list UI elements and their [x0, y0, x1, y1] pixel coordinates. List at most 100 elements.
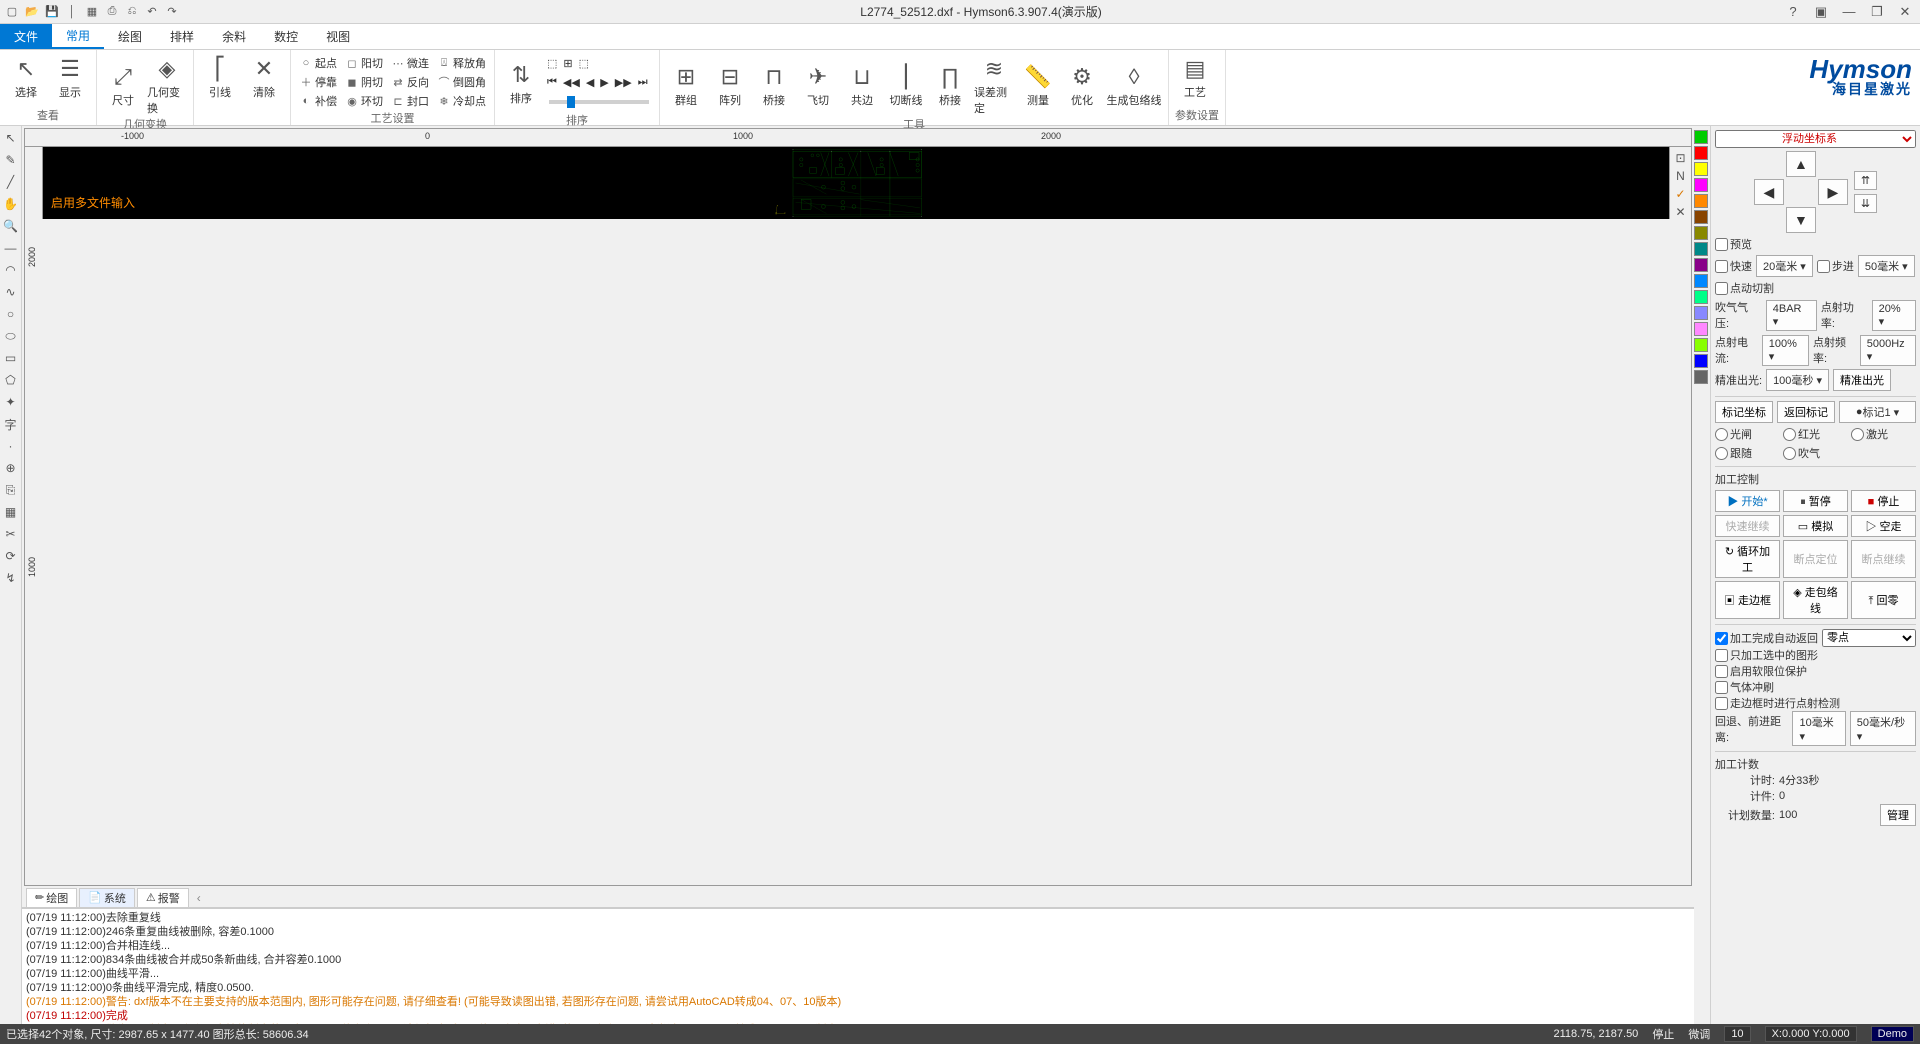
retreat-v2[interactable]: 50毫米/秒 ▾: [1850, 711, 1916, 746]
tool2-icon[interactable]: ⎌: [124, 4, 140, 20]
ellipse-icon[interactable]: ⬭: [3, 328, 19, 344]
node-icon[interactable]: ✎: [3, 152, 19, 168]
text-icon[interactable]: 字: [3, 416, 19, 432]
menu-cnc[interactable]: 数控: [260, 24, 312, 49]
help-icon[interactable]: ?: [1782, 3, 1804, 21]
tech-btn[interactable]: ▤工艺: [1175, 52, 1215, 100]
menu-common[interactable]: 常用: [52, 24, 104, 49]
inner-btn[interactable]: ◼阴切: [343, 73, 385, 91]
polygon-icon[interactable]: ⬠: [3, 372, 19, 388]
snap1-icon[interactable]: ⊡: [1675, 151, 1685, 165]
layer-swatch[interactable]: [1694, 338, 1708, 352]
group-btn[interactable]: ⊞群组: [666, 52, 706, 116]
layer-swatch[interactable]: [1694, 146, 1708, 160]
sort-slider[interactable]: [549, 100, 649, 104]
cursor-icon[interactable]: ↖: [3, 130, 19, 146]
bp2-btn[interactable]: 断点继续: [1851, 540, 1916, 578]
jog-down[interactable]: ▼: [1786, 207, 1816, 233]
bp1-btn[interactable]: 断点定位: [1783, 540, 1848, 578]
rew-icon[interactable]: ◀◀: [561, 73, 582, 91]
layer-swatch[interactable]: [1694, 194, 1708, 208]
menu-draw[interactable]: 绘图: [104, 24, 156, 49]
release-btn[interactable]: ⍍释放角: [435, 54, 488, 72]
sort-button[interactable]: ⇅排序: [501, 52, 541, 112]
r-red[interactable]: [1783, 428, 1796, 441]
layer-swatch[interactable]: [1694, 130, 1708, 144]
comp-btn[interactable]: ◐补偿: [297, 92, 339, 110]
arc-icon[interactable]: ◠: [3, 262, 19, 278]
size-button[interactable]: ⤢尺寸: [103, 52, 143, 116]
layer-swatch[interactable]: [1694, 242, 1708, 256]
layer-swatch[interactable]: [1694, 226, 1708, 240]
display-button[interactable]: ☰显示: [50, 52, 90, 100]
snap3-icon[interactable]: ✓: [1675, 187, 1685, 201]
fast-check[interactable]: [1715, 260, 1728, 273]
cutline-btn[interactable]: ⎮切断线: [886, 52, 926, 116]
fillet-btn[interactable]: ⌒倒圆角: [435, 73, 488, 91]
tool4-icon[interactable]: ↯: [3, 570, 19, 586]
preview-check[interactable]: [1715, 238, 1728, 251]
layer-swatch[interactable]: [1694, 354, 1708, 368]
bridge-btn[interactable]: ⊓桥接: [754, 52, 794, 116]
menu-remnant[interactable]: 余料: [208, 24, 260, 49]
z-down[interactable]: ⇊: [1854, 194, 1877, 213]
freq-val[interactable]: 5000Hz ▾: [1860, 335, 1916, 366]
redo-icon[interactable]: ↷: [164, 4, 180, 20]
maximize-icon[interactable]: ❐: [1866, 3, 1888, 21]
line-icon[interactable]: ╱: [3, 174, 19, 190]
lead-button[interactable]: ⎡引线: [200, 52, 240, 100]
snap2-icon[interactable]: N: [1676, 169, 1685, 183]
coordsys-select[interactable]: 浮动坐标系: [1715, 130, 1916, 148]
layer-swatch[interactable]: [1694, 370, 1708, 384]
undo-icon[interactable]: ↶: [144, 4, 160, 20]
drawing-canvas[interactable]: Y X 启用多文件输入: [43, 147, 1669, 219]
seal-btn[interactable]: ⊏封口: [389, 92, 431, 110]
first-icon[interactable]: ⏮: [545, 73, 559, 91]
tool-icon[interactable]: ⎙: [104, 4, 120, 20]
tab-alarm[interactable]: ⚠ 报警: [137, 888, 189, 908]
chk-gasflush[interactable]: [1715, 681, 1728, 694]
zoom-icon[interactable]: 🔍: [3, 218, 19, 234]
tool1-icon[interactable]: ▦: [3, 504, 19, 520]
rect-icon[interactable]: ▭: [3, 350, 19, 366]
manage-btn[interactable]: 管理: [1880, 804, 1916, 826]
import-icon[interactable]: ⎘: [3, 482, 19, 498]
status-fine-val[interactable]: 10: [1724, 1026, 1750, 1042]
precise-btn[interactable]: 精准出光: [1833, 369, 1891, 391]
chk-autoreturn[interactable]: [1715, 632, 1728, 645]
layer-swatch[interactable]: [1694, 290, 1708, 304]
hline-icon[interactable]: —: [3, 240, 19, 256]
layer-swatch[interactable]: [1694, 322, 1708, 336]
flycut-btn[interactable]: ✈飞切: [798, 52, 838, 116]
layer-swatch[interactable]: [1694, 178, 1708, 192]
snap4-icon[interactable]: ✕: [1675, 205, 1685, 219]
frame-btn[interactable]: ▣ 走边框: [1715, 581, 1780, 619]
step-val[interactable]: 50毫米 ▾: [1858, 255, 1915, 277]
layer-swatch[interactable]: [1694, 258, 1708, 272]
close-icon[interactable]: ✕: [1894, 3, 1916, 21]
ex2-icon[interactable]: ⊞: [561, 54, 574, 72]
measure-btn[interactable]: 📏测量: [1018, 52, 1058, 116]
jog-left[interactable]: ◀: [1754, 179, 1784, 205]
mark-sel[interactable]: ● 标记1 ▾: [1839, 401, 1916, 423]
chk-softlimit[interactable]: [1715, 665, 1728, 678]
select-button[interactable]: ↖选择: [6, 52, 46, 100]
reverse-btn[interactable]: ⇄反向: [389, 73, 431, 91]
circle-icon[interactable]: ○: [3, 306, 19, 322]
ff-icon[interactable]: ▶▶: [613, 73, 634, 91]
star-icon[interactable]: ✦: [3, 394, 19, 410]
ex1-icon[interactable]: ⬚: [545, 54, 559, 72]
next-icon[interactable]: ▶: [598, 73, 610, 91]
grid-icon[interactable]: ▦: [84, 4, 100, 20]
coedge-btn[interactable]: ⊔共边: [842, 52, 882, 116]
outer-btn[interactable]: ◻阳切: [343, 54, 385, 72]
retreat-v1[interactable]: 10毫米 ▾: [1792, 711, 1845, 746]
r-blow[interactable]: [1783, 447, 1796, 460]
step-check[interactable]: [1817, 260, 1830, 273]
z-up[interactable]: ⇈: [1854, 171, 1877, 190]
ribbon-toggle-icon[interactable]: ▣: [1810, 3, 1832, 21]
tab-draw[interactable]: ✏ 绘图: [26, 888, 77, 908]
current-val[interactable]: 100% ▾: [1762, 335, 1809, 366]
layer-swatch[interactable]: [1694, 210, 1708, 224]
prev-icon[interactable]: ◀: [584, 73, 596, 91]
